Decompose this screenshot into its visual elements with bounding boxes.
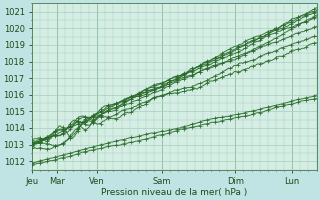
X-axis label: Pression niveau de la mer( hPa ): Pression niveau de la mer( hPa )	[101, 188, 247, 197]
